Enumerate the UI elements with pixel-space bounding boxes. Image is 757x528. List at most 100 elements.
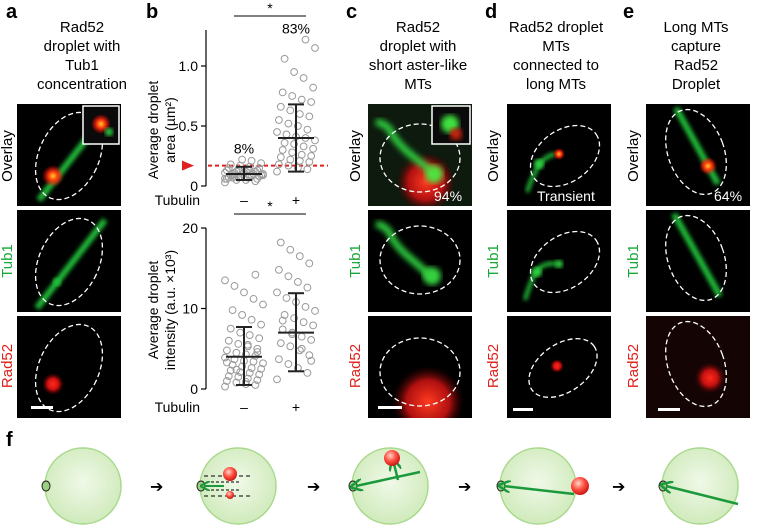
- data-point-0-1-7: [286, 155, 295, 164]
- data-point-0-1-30: [307, 98, 316, 106]
- data-point-1-1-6: [295, 346, 304, 355]
- data-point-1-1-33: [278, 316, 287, 325]
- data-point-0-0-24: [232, 167, 241, 176]
- category-label-1-0: –: [240, 399, 248, 415]
- data-point-1-0-8: [224, 372, 233, 381]
- data-point-1-0-15: [238, 362, 246, 371]
- row-label-tub1-d: Tub1: [485, 244, 502, 278]
- data-point-0-1-33: [278, 88, 287, 97]
- percent-label-c: 94%: [434, 188, 463, 204]
- data-point-0-0-29: [224, 164, 233, 172]
- significance-star-1: *: [267, 198, 273, 214]
- data-point-1-1-20: [282, 294, 291, 302]
- x-axis-label-1: Tubulin: [155, 399, 200, 415]
- data-point-1-1-9: [307, 335, 316, 344]
- row-label-rad52-e: Rad52: [625, 343, 642, 389]
- data-point-0-0-33: [226, 160, 235, 169]
- data-point-1-0-32: [236, 328, 245, 337]
- data-point-0-1-36: [290, 68, 299, 76]
- row-label-overlay-e: Overlay: [625, 130, 642, 182]
- row-label-rad52-a: Rad52: [0, 343, 16, 389]
- micrograph-d-rad52: [507, 316, 611, 418]
- data-point-0-0-21: [221, 168, 229, 177]
- data-point-1-0-34: [257, 320, 265, 329]
- data-point-0-1-25: [275, 116, 283, 124]
- panel-label-f: f: [6, 429, 13, 451]
- data-point-0-0-38: [259, 171, 267, 180]
- micrograph-e-tub1: [646, 210, 750, 312]
- data-point-0-0-36: [238, 155, 246, 164]
- data-point-1-1-14: [299, 318, 308, 327]
- category-label-1-1: +: [292, 399, 300, 415]
- panel-a-title: Rad52 droplet with Tub1 concentration: [36, 19, 128, 93]
- data-point-1-1-28: [286, 245, 295, 254]
- y-tick-label-1-1: 10: [182, 301, 198, 317]
- data-point-0-0-34: [257, 159, 265, 168]
- data-point-1-0-43: [251, 270, 260, 279]
- data-point-0-1-15: [290, 140, 299, 148]
- panel-label-c: c: [346, 1, 358, 23]
- data-point-0-1-27: [295, 110, 304, 118]
- diagram-arrow-3: ➔: [458, 479, 471, 496]
- row-label-overlay-c: Overlay: [347, 130, 364, 182]
- data-point-1-1-24: [284, 272, 293, 281]
- data-point-0-1-8: [276, 153, 285, 162]
- diagram-cell-4: [496, 447, 589, 525]
- data-point-1-1-3: [284, 360, 293, 368]
- row-label-rad52-d: Rad52: [485, 343, 502, 389]
- panel-c-title: Rad52 droplet with short aster-like MTs: [368, 19, 468, 93]
- significance-star-0: *: [267, 0, 273, 16]
- diagram-arrow-1: ➔: [150, 479, 163, 496]
- micrograph-c-rad52: [368, 316, 472, 418]
- data-point-1-0-45: [232, 365, 241, 374]
- data-point-0-1-9: [307, 152, 316, 160]
- data-point-1-0-9: [255, 370, 264, 379]
- data-point-0-1-35: [299, 74, 308, 82]
- data-point-1-1-30: [307, 356, 316, 365]
- micrograph-c-tub1: [368, 210, 472, 312]
- panel-label-d: d: [485, 1, 498, 23]
- data-point-1-1-0: [273, 375, 281, 384]
- data-point-1-1-13: [309, 321, 318, 330]
- data-point-1-0-13: [257, 364, 265, 373]
- data-point-0-1-17: [311, 136, 319, 145]
- data-point-0-0-35: [247, 156, 256, 165]
- data-point-0-1-28: [286, 106, 295, 115]
- panel-e-title: Long MTs capture Rad52 Droplet: [663, 19, 729, 93]
- percent-label-e: 64%: [714, 188, 743, 204]
- data-point-0-1-26: [305, 112, 314, 121]
- diagram-arrow-2: ➔: [307, 479, 320, 496]
- svg-text:➔: ➔: [150, 479, 163, 496]
- data-point-1-0-5: [253, 376, 262, 385]
- y-tick-label-0-1: 0.5: [179, 118, 199, 134]
- data-point-1-1-10: [297, 332, 306, 341]
- svg-text:➔: ➔: [612, 479, 625, 496]
- data-point-1-0-47: [253, 348, 262, 356]
- data-point-1-0-38: [259, 300, 267, 309]
- panel-label-a: a: [6, 1, 18, 23]
- data-point-1-1-15: [290, 314, 299, 323]
- micrograph-e-overlay: 64%: [646, 104, 750, 206]
- panel-d-title: Rad52 droplet MTs connected to long MTs: [508, 19, 604, 93]
- data-point-0-0-42: [221, 174, 229, 183]
- data-point-1-0-28: [234, 340, 243, 348]
- micrograph-a-tub1: [17, 210, 121, 312]
- y-axis-label-0-1: area (µm²): [162, 97, 178, 163]
- data-point-1-1-8: [276, 339, 285, 348]
- data-point-1-0-35: [247, 315, 256, 324]
- data-point-0-1-14: [299, 142, 308, 151]
- data-point-0-1-4: [275, 160, 283, 169]
- data-point-1-0-4: [223, 377, 231, 385]
- data-point-1-0-48: [243, 340, 252, 349]
- data-point-1-0-17: [259, 359, 267, 368]
- data-point-1-0-24: [232, 348, 241, 357]
- data-point-0-1-22: [303, 125, 312, 134]
- micrograph-d-overlay: Transient: [507, 104, 611, 206]
- data-point-1-1-31: [297, 344, 306, 353]
- data-point-0-1-12: [278, 146, 287, 154]
- data-point-1-1-25: [275, 265, 283, 274]
- row-label-rad52-c: Rad52: [347, 343, 364, 389]
- data-point-0-1-29: [276, 102, 285, 111]
- svg-text:➔: ➔: [458, 479, 471, 496]
- data-point-1-0-0: [221, 382, 229, 391]
